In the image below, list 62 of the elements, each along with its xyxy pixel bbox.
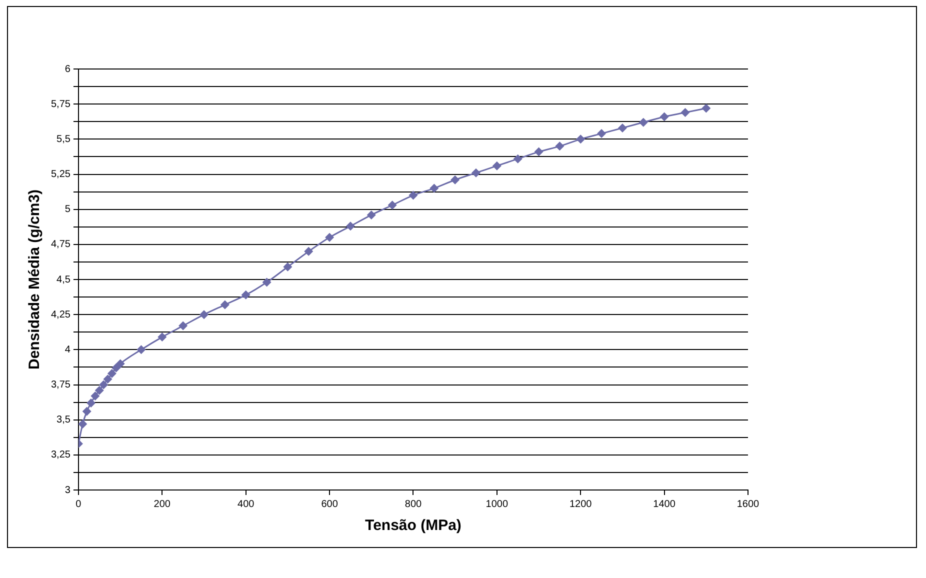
point — [388, 200, 397, 210]
point — [660, 112, 669, 122]
y-tick-label: 3 — [64, 484, 71, 496]
point — [325, 232, 334, 242]
point — [618, 123, 627, 132]
y-tick-label: 3,25 — [50, 450, 71, 461]
y-axis-title: Densidade Média (g/cm3) — [26, 189, 44, 370]
y-tick-label: 5,25 — [50, 169, 71, 180]
point — [82, 406, 92, 416]
point — [346, 222, 355, 231]
point — [702, 104, 711, 113]
point — [90, 391, 100, 400]
x-tick-label: 400 — [238, 498, 255, 510]
point — [94, 386, 104, 395]
x-tick-label: 800 — [404, 498, 422, 510]
point — [136, 345, 146, 354]
point — [178, 321, 188, 330]
y-tick-label: 3,5 — [56, 414, 71, 426]
point — [103, 374, 112, 384]
x-tick-label: 600 — [321, 498, 338, 510]
point — [99, 380, 108, 390]
point — [638, 118, 648, 127]
point — [116, 359, 125, 368]
x-tick-label: 0 — [76, 498, 82, 510]
point — [534, 147, 544, 156]
y-tick-label: 6 — [64, 64, 71, 75]
point — [112, 363, 121, 372]
point — [450, 175, 460, 184]
point — [200, 310, 208, 320]
y-tick-label: 5 — [64, 204, 71, 216]
point — [680, 108, 690, 118]
point — [555, 142, 564, 151]
point — [241, 290, 250, 300]
point — [158, 332, 167, 342]
point — [220, 300, 230, 310]
x-tick-label: 1000 — [486, 498, 508, 510]
x-tick-label: 200 — [154, 498, 171, 510]
y-tick-label: 5,75 — [50, 98, 71, 110]
point — [304, 246, 314, 256]
point — [78, 420, 88, 429]
x-tick-label: 1200 — [569, 498, 592, 510]
point — [430, 184, 439, 193]
y-tick-label: 4,5 — [56, 274, 71, 286]
y-tick-label: 4 — [64, 344, 71, 356]
y-tick-label: 5,5 — [56, 134, 71, 145]
point — [472, 168, 480, 178]
point — [513, 154, 522, 164]
x-axis-title: Tensão (MPa) — [365, 517, 462, 534]
y-tick-label: 4,75 — [50, 239, 71, 250]
point — [366, 210, 376, 220]
point — [283, 262, 292, 272]
x-tick-label: 1600 — [736, 498, 760, 510]
point — [107, 369, 116, 378]
x-tick-label: 1400 — [653, 498, 676, 510]
point — [492, 161, 502, 170]
point — [597, 129, 606, 138]
point — [262, 278, 272, 287]
y-tick-label: 3,75 — [50, 380, 71, 390]
point — [576, 134, 586, 144]
point — [86, 398, 96, 408]
point — [408, 190, 418, 200]
y-tick-label: 4,25 — [50, 309, 71, 320]
